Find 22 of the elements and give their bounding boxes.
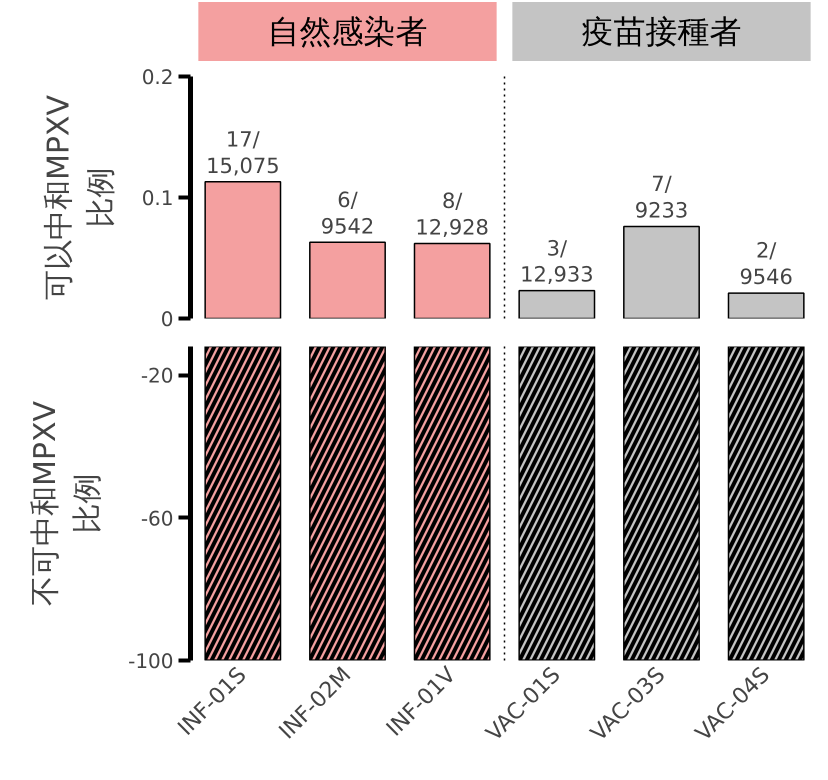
data-label: 3/ 12,933 [520,236,594,287]
y-tick-label: -100 [128,649,174,673]
y-axis-title: 可以中和MPXV 比例 [42,94,119,300]
data-label: 17/ 15,075 [206,127,280,178]
data-label: 7/ 9233 [634,172,688,223]
bar [309,242,386,318]
y-tick-label: 0.1 [142,186,174,210]
y-tick-label: 0.2 [142,65,174,89]
y-tick-label: -20 [140,364,174,388]
data-label: 2/ 9546 [739,238,793,290]
bar [414,242,491,318]
bar [728,292,805,318]
y-tick-label: -60 [140,506,174,530]
text: 疫苗接種者 [582,12,742,50]
bar [518,290,596,318]
bar [204,181,282,318]
data-label: 8/ 12,928 [415,189,489,240]
y-tick-label: 0 [160,307,174,331]
bar [623,226,700,318]
data-label: 6/ 9542 [320,188,374,238]
text: 自然感染者 [268,12,428,50]
y-axis-title: 不可中和MPXV 比例 [28,400,106,606]
